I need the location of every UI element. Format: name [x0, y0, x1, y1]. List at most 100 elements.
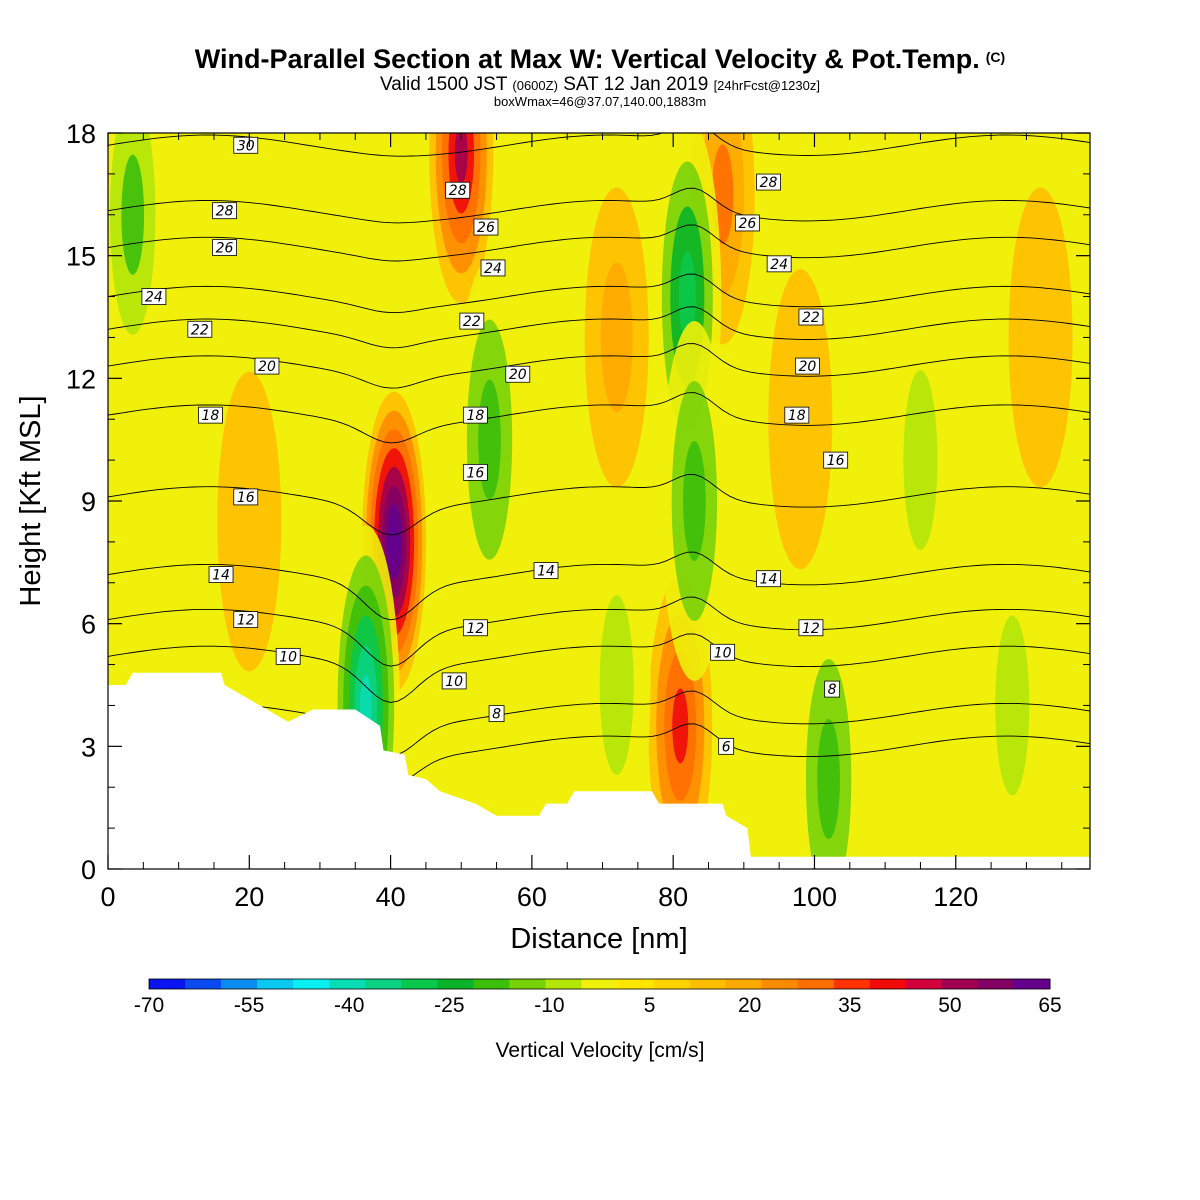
isentrope-label-text: 18 — [466, 408, 484, 424]
isentrope-label-text: 12 — [802, 621, 820, 637]
colorbar-tick-label: 65 — [1038, 994, 1061, 1017]
colorbar-swatch — [221, 979, 258, 989]
colorbar-swatch — [545, 979, 582, 989]
colorbar-swatch — [1013, 979, 1051, 989]
isentrope-label-text: 24 — [145, 290, 163, 306]
isentrope-label-text: 14 — [760, 572, 778, 588]
isentrope-label: 14 — [208, 566, 234, 584]
isentrope-label: 8 — [488, 705, 505, 723]
isentrope-label: 12 — [233, 611, 259, 629]
isentrope-label-box — [459, 312, 485, 330]
colorbar: -70 -55 -40 -25 -10 5 20 35 50 65 — [134, 978, 1062, 1017]
colorbar-swatch — [185, 979, 222, 989]
x-axis-title: Distance [nm] — [510, 923, 687, 955]
isentrope-label: 10 — [710, 643, 736, 661]
colorbar-swatch — [581, 979, 619, 989]
isentrope-label: 16 — [823, 451, 849, 469]
isentrope-label-box — [710, 643, 736, 661]
isentrope-label-box — [198, 406, 223, 424]
isentrope-label-box — [462, 619, 488, 637]
valid-zulu: (0600Z) — [512, 78, 558, 93]
isentrope-label: 18 — [784, 406, 810, 424]
y-axis-title: Height [Kft MSL] — [15, 395, 47, 606]
isentrope-label-box — [505, 365, 531, 383]
downdraft-3 — [660, 321, 729, 681]
colorbar-swatch — [509, 979, 546, 989]
isentrope-label-text: 24 — [484, 261, 502, 277]
colorbar-swatch — [473, 979, 510, 989]
isentrope-label-text: 18 — [788, 408, 806, 424]
isentrope-label-box — [212, 239, 237, 256]
isentrope-line — [108, 551, 1090, 621]
isentrope-label-text: 16 — [237, 490, 255, 506]
isentrope-label-text: 28 — [449, 183, 467, 199]
isentrope-label-box — [462, 406, 488, 424]
isentrope-line — [108, 224, 1090, 262]
isentrope-label-box — [212, 202, 237, 220]
isentrope-label-text: 28 — [216, 204, 234, 220]
colorbar-swatch — [293, 979, 330, 989]
colorbar-swatch — [689, 979, 727, 989]
x-tick-label: 20 — [234, 882, 264, 912]
isentrope-label: 26 — [473, 218, 499, 236]
isentrope-label: 16 — [462, 463, 488, 481]
isentrope-label-box — [533, 562, 559, 579]
isentrope-label-text: 30 — [237, 138, 255, 154]
isentrope-label-box — [824, 680, 841, 698]
colorbar-tick-label: 35 — [838, 994, 861, 1017]
colorbar-swatch — [401, 979, 438, 989]
colorbar-tick-label: -25 — [434, 994, 464, 1017]
downdraft-contour-band — [903, 370, 938, 551]
valid-date: SAT 12 Jan 2019 — [563, 74, 709, 95]
colorbar-swatch — [437, 979, 474, 989]
colorbar-title: Vertical Velocity [cm/s] — [496, 1039, 705, 1062]
updraft-7 — [1008, 187, 1073, 488]
isentrope-label-box — [734, 214, 760, 232]
isentrope-label: 18 — [198, 406, 223, 424]
isentrope-label: 26 — [212, 239, 237, 256]
valid-prefix: Valid 1500 JST — [380, 74, 508, 95]
x-tick-label: 100 — [792, 882, 837, 912]
isentrope-label-box — [784, 406, 810, 424]
isentrope-label-box — [254, 357, 280, 375]
colorbar-swatch — [365, 979, 402, 989]
colorbar-swatch — [329, 979, 366, 989]
downdraft-contour-band — [995, 615, 1030, 796]
isentrope-line — [108, 273, 1090, 314]
isentrope-label-box — [798, 308, 824, 326]
x-tick-label: 40 — [376, 882, 406, 912]
isentrope-label: 10 — [441, 672, 467, 690]
isentrope-label-text: 14 — [537, 564, 555, 580]
downdraft-contour-band — [817, 719, 840, 840]
y-tick-label: 18 — [66, 119, 96, 149]
isentrope-label-box — [462, 463, 488, 481]
chart-title: Wind-Parallel Section at Max W: Vertical… — [0, 44, 1200, 75]
isentrope-label-text: 20 — [509, 367, 527, 383]
isentrope-label-box — [445, 181, 471, 199]
isentrope-label: 24 — [141, 288, 167, 306]
isentrope-line — [108, 133, 1090, 157]
colorbar-swatch — [149, 979, 186, 989]
x-tick-label: 80 — [658, 882, 688, 912]
isentrope-label-text: 8 — [828, 682, 837, 698]
isentrope-label-box — [233, 136, 259, 154]
y-tick-label: 0 — [81, 855, 96, 885]
isentrope-label: 28 — [445, 181, 471, 199]
updraft-4 — [584, 187, 649, 488]
isentrope-label: 12 — [462, 619, 488, 637]
isentrope-label: 28 — [756, 173, 781, 191]
isentrope-label-text: 22 — [802, 310, 820, 326]
isentrope-label-text: 12 — [237, 613, 255, 629]
isentrope-label-box — [441, 672, 467, 690]
isentrope-label-box — [141, 288, 167, 305]
colorbar-tick-label: 50 — [938, 994, 961, 1017]
downdraft-contour-band — [478, 379, 501, 500]
colorbar-swatch — [617, 979, 655, 989]
isentrope-label-text: 22 — [463, 314, 481, 330]
valid-time-line: Valid 1500 JST (0600Z) SAT 12 Jan 2019 [… — [0, 74, 1200, 96]
isentrope-label: 30 — [233, 136, 259, 154]
colorbar-tick-label: -10 — [534, 994, 564, 1017]
plot-area: 30 28 26 24 22 20 18 16 14 12 10 28 26 24 22 20 18 16 14 12… — [108, 133, 1090, 869]
isentrope-label-text: 24 — [770, 257, 788, 273]
